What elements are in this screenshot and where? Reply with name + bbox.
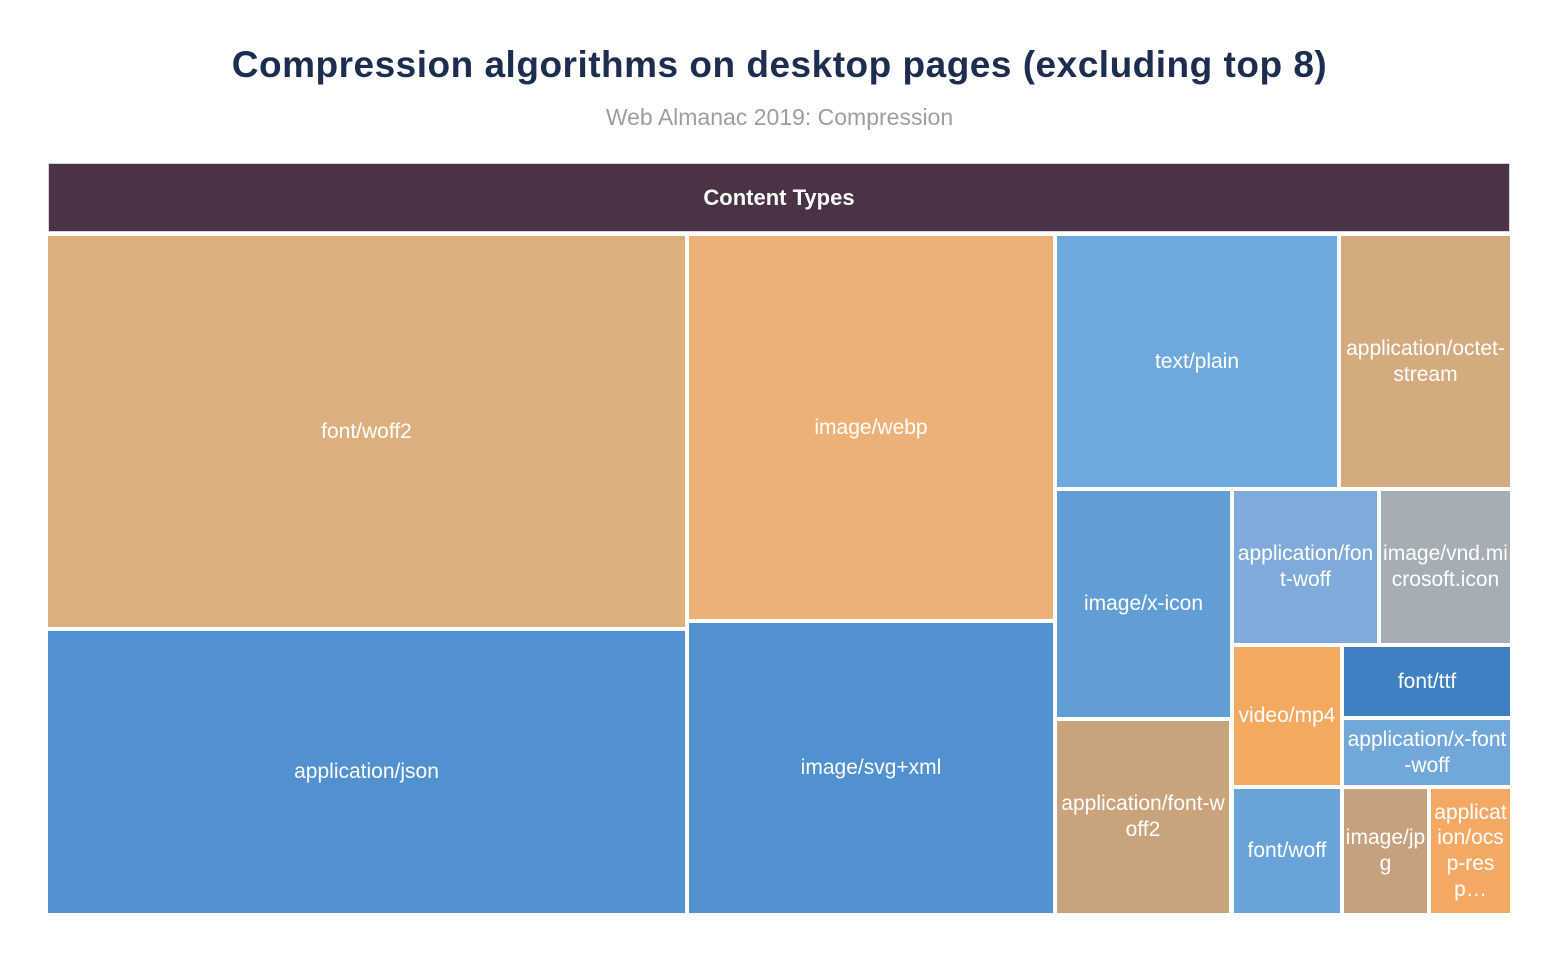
treemap-cell-application-octet-stream[interactable]: application/octet-stream xyxy=(1341,236,1510,487)
treemap-cell-font-woff2[interactable]: font/woff2 xyxy=(48,236,685,627)
chart-title: Compression algorithms on desktop pages … xyxy=(231,44,1328,85)
treemap-cell-image-x-icon[interactable]: image/x-icon xyxy=(1057,491,1230,717)
treemap-cell-label: video/mp4 xyxy=(1238,704,1336,728)
treemap-cell-application-json[interactable]: application/json xyxy=(48,631,685,913)
treemap-cell-application-ocsp-resp[interactable]: application/ocsp-resp… xyxy=(1431,789,1510,913)
treemap-cell-label: application/font-woff xyxy=(1237,542,1374,591)
treemap-body: font/woff2 application/json image/webp imag… xyxy=(48,163,1510,913)
treemap-cell-text-plain[interactable]: text/plain xyxy=(1057,236,1337,487)
treemap-cell-label: application/x-font-woff xyxy=(1347,727,1507,777)
treemap-cell-font-woff[interactable]: font/woff xyxy=(1234,789,1340,913)
treemap-cell-label: application/ocsp-resp… xyxy=(1434,800,1507,901)
treemap-cell-video-mp4[interactable]: video/mp4 xyxy=(1234,647,1340,785)
treemap-cell-image-jpg[interactable]: image/jpg xyxy=(1344,789,1427,913)
treemap-cell-label: image/vnd.microsoft.icon xyxy=(1383,542,1508,591)
treemap-cell-label: application/json xyxy=(294,760,439,784)
treemap-cell-label: application/octet-stream xyxy=(1346,336,1505,386)
treemap-cell-label: application/font-woff2 xyxy=(1061,792,1225,841)
treemap-cell-application-font-woff2[interactable]: application/font-woff2 xyxy=(1057,721,1229,913)
treemap-cell-label: font/woff2 xyxy=(321,419,412,443)
chart-subtitle: Web Almanac 2019: Compression xyxy=(605,104,954,130)
treemap-header-label: Content Types xyxy=(703,184,855,210)
treemap-cell-label: image/jpg xyxy=(1345,826,1426,875)
treemap-cell-font-ttf[interactable]: font/ttf xyxy=(1344,647,1510,716)
treemap-cell-label: image/x-icon xyxy=(1083,592,1204,616)
treemap-cell-label: image/svg+xml xyxy=(800,756,942,780)
treemap-cell-application-font-woff[interactable]: application/font-woff xyxy=(1234,491,1377,643)
treemap-header[interactable]: Content Types xyxy=(48,163,1510,232)
treemap-cell-image-webp[interactable]: image/webp xyxy=(689,236,1053,619)
treemap-cell-label: text/plain xyxy=(1154,349,1240,373)
treemap: font/woff2 application/json image/webp imag… xyxy=(48,163,1510,913)
treemap-cell-image-vnd-microsoft-icon[interactable]: image/vnd.microsoft.icon xyxy=(1381,491,1510,643)
treemap-cell-label: font/ttf xyxy=(1397,669,1457,693)
treemap-cell-label: image/webp xyxy=(814,415,928,439)
treemap-cell-application-x-font-woff[interactable]: application/x-font-woff xyxy=(1344,720,1510,785)
treemap-cell-image-svg-xml[interactable]: image/svg+xml xyxy=(689,623,1053,913)
treemap-cell-label: font/woff xyxy=(1247,839,1327,863)
